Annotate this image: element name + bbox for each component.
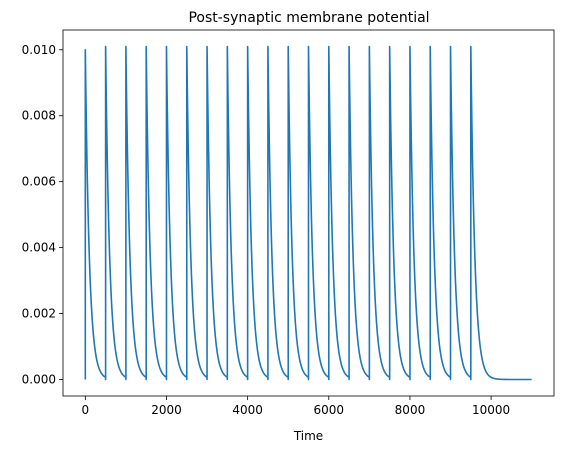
y-axis: 0.000 0.002 0.004 0.006 0.008 0.010 [22,43,63,387]
x-tick-label: 4000 [232,403,263,417]
series-line [84,45,533,381]
x-tick-label: 6000 [314,403,345,417]
x-axis-label: Time [293,429,323,443]
x-axis: 0 2000 4000 6000 8000 10000 [81,396,510,417]
x-tick-label: 2000 [151,403,182,417]
y-tick-label: 0.000 [22,373,56,387]
x-tick-label: 0 [81,403,89,417]
y-tick-label: 0.008 [22,109,56,123]
chart-title: Post-synaptic membrane potential [188,10,429,26]
plot-area [84,45,533,381]
y-tick-label: 0.010 [22,43,56,57]
plot-frame [62,29,555,397]
x-tick-label: 10000 [472,403,510,417]
y-tick-label: 0.006 [22,175,56,189]
y-tick-label: 0.002 [22,307,56,321]
y-tick-label: 0.004 [22,241,56,255]
x-tick-label: 8000 [395,403,426,417]
